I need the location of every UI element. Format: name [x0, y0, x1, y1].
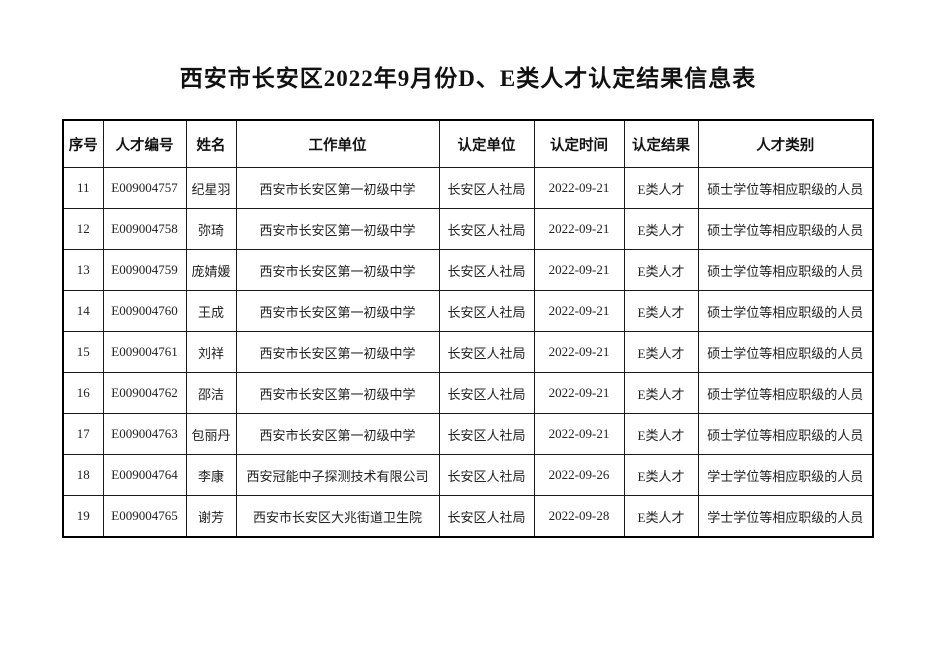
cell-index: 13: [62, 249, 104, 291]
cell-index: 19: [62, 495, 104, 538]
page-title: 西安市长安区2022年9月份D、E类人才认定结果信息表: [179, 66, 757, 91]
cell-name: 纪星羽: [185, 167, 237, 209]
cell-name: 邵洁: [185, 372, 237, 414]
cell-talent-id: E009004757: [102, 167, 187, 209]
cell-category: 硕士学位等相应职级的人员: [697, 413, 874, 455]
cell-employer: 西安市长安区大兆街道卫生院: [235, 495, 440, 538]
cell-result: E类人才: [623, 372, 699, 414]
cell-index: 17: [62, 413, 104, 455]
cell-category: 硕士学位等相应职级的人员: [697, 167, 874, 209]
cell-index: 18: [62, 454, 104, 496]
cell-employer: 西安市长安区第一初级中学: [235, 167, 440, 209]
table-row: 18 E009004764 李康 西安冠能中子探测技术有限公司 长安区人社局 2022-0…: [62, 454, 874, 496]
cell-index: 12: [62, 208, 104, 250]
cell-talent-id: E009004763: [102, 413, 187, 455]
column-header-certify-date: 认定时间: [533, 119, 625, 168]
column-header-talent-id: 人才编号: [102, 119, 187, 168]
column-header-name: 姓名: [185, 119, 237, 168]
cell-name: 刘祥: [185, 331, 237, 373]
table-header-row: 序号 人才编号 姓名 工作单位 认定单位 认定时间 认定结果 人才类别: [62, 119, 874, 168]
table-row: 15 E009004761 刘祥 西安市长安区第一初级中学 长安区人社局 2022-09-…: [62, 331, 874, 373]
cell-employer: 西安市长安区第一初级中学: [235, 413, 440, 455]
cell-certify-date: 2022-09-21: [533, 372, 625, 414]
cell-certifying-unit: 长安区人社局: [438, 208, 535, 250]
cell-certify-date: 2022-09-28: [533, 495, 625, 538]
cell-employer: 西安市长安区第一初级中学: [235, 290, 440, 332]
cell-category: 硕士学位等相应职级的人员: [697, 249, 874, 291]
column-header-certifying-unit: 认定单位: [438, 119, 535, 168]
cell-index: 15: [62, 331, 104, 373]
table-row: 12 E009004758 弥琦 西安市长安区第一初级中学 长安区人社局 2022-09-…: [62, 208, 874, 250]
cell-employer: 西安市长安区第一初级中学: [235, 331, 440, 373]
cell-certify-date: 2022-09-21: [533, 413, 625, 455]
cell-certifying-unit: 长安区人社局: [438, 290, 535, 332]
cell-certify-date: 2022-09-26: [533, 454, 625, 496]
cell-category: 学士学位等相应职级的人员: [697, 495, 874, 538]
cell-category: 硕士学位等相应职级的人员: [697, 372, 874, 414]
table-row: 16 E009004762 邵洁 西安市长安区第一初级中学 长安区人社局 2022-09-…: [62, 372, 874, 414]
cell-name: 弥琦: [185, 208, 237, 250]
cell-talent-id: E009004764: [102, 454, 187, 496]
cell-result: E类人才: [623, 249, 699, 291]
cell-certify-date: 2022-09-21: [533, 249, 625, 291]
cell-certifying-unit: 长安区人社局: [438, 413, 535, 455]
cell-employer: 西安冠能中子探测技术有限公司: [235, 454, 440, 496]
cell-category: 硕士学位等相应职级的人员: [697, 208, 874, 250]
cell-result: E类人才: [623, 331, 699, 373]
cell-result: E类人才: [623, 495, 699, 538]
cell-talent-id: E009004765: [102, 495, 187, 538]
cell-result: E类人才: [623, 290, 699, 332]
cell-talent-id: E009004760: [102, 290, 187, 332]
cell-index: 16: [62, 372, 104, 414]
cell-name: 谢芳: [185, 495, 237, 538]
table-row: 14 E009004760 王成 西安市长安区第一初级中学 长安区人社局 2022-09-…: [62, 290, 874, 332]
table-row: 13 E009004759 庞婧媛 西安市长安区第一初级中学 长安区人社局 2022-09…: [62, 249, 874, 291]
cell-talent-id: E009004758: [102, 208, 187, 250]
table-header: 序号 人才编号 姓名 工作单位 认定单位 认定时间 认定结果 人才类别: [62, 119, 874, 168]
cell-category: 硕士学位等相应职级的人员: [697, 290, 874, 332]
cell-name: 王成: [185, 290, 237, 332]
cell-certifying-unit: 长安区人社局: [438, 249, 535, 291]
column-header-category: 人才类别: [697, 119, 874, 168]
cell-certify-date: 2022-09-21: [533, 167, 625, 209]
cell-employer: 西安市长安区第一初级中学: [235, 208, 440, 250]
table-row: 17 E009004763 包丽丹 西安市长安区第一初级中学 长安区人社局 2022-09…: [62, 413, 874, 455]
table-body: 11 E009004757 纪星羽 西安市长安区第一初级中学 长安区人社局 2022-09…: [62, 167, 874, 538]
cell-talent-id: E009004762: [102, 372, 187, 414]
column-header-index: 序号: [62, 119, 104, 168]
column-header-result: 认定结果: [623, 119, 699, 168]
column-header-employer: 工作单位: [235, 119, 440, 168]
cell-talent-id: E009004761: [102, 331, 187, 373]
cell-employer: 西安市长安区第一初级中学: [235, 372, 440, 414]
cell-certify-date: 2022-09-21: [533, 208, 625, 250]
cell-certifying-unit: 长安区人社局: [438, 331, 535, 373]
cell-name: 包丽丹: [185, 413, 237, 455]
cell-result: E类人才: [623, 454, 699, 496]
cell-name: 李康: [185, 454, 237, 496]
cell-result: E类人才: [623, 167, 699, 209]
cell-employer: 西安市长安区第一初级中学: [235, 249, 440, 291]
table-row: 11 E009004757 纪星羽 西安市长安区第一初级中学 长安区人社局 2022-09…: [62, 167, 874, 209]
cell-result: E类人才: [623, 413, 699, 455]
cell-category: 硕士学位等相应职级的人员: [697, 331, 874, 373]
cell-certifying-unit: 长安区人社局: [438, 454, 535, 496]
table-row: 19 E009004765 谢芳 西安市长安区大兆街道卫生院 长安区人社局 2022-09…: [62, 495, 874, 538]
cell-index: 14: [62, 290, 104, 332]
cell-result: E类人才: [623, 208, 699, 250]
cell-category: 学士学位等相应职级的人员: [697, 454, 874, 496]
cell-certify-date: 2022-09-21: [533, 290, 625, 332]
cell-certify-date: 2022-09-21: [533, 331, 625, 373]
cell-name: 庞婧媛: [185, 249, 237, 291]
cell-talent-id: E009004759: [102, 249, 187, 291]
talent-result-table: 序号 人才编号 姓名 工作单位 认定单位 认定时间 认定结果 人才类别 11 E0…: [62, 119, 874, 538]
cell-index: 11: [62, 167, 104, 209]
cell-certifying-unit: 长安区人社局: [438, 495, 535, 538]
cell-certifying-unit: 长安区人社局: [438, 372, 535, 414]
cell-certifying-unit: 长安区人社局: [438, 167, 535, 209]
